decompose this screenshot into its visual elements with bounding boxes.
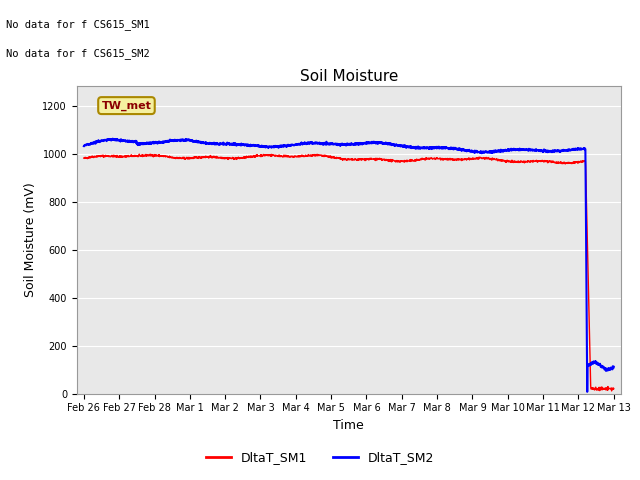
Legend: DltaT_SM1, DltaT_SM2: DltaT_SM1, DltaT_SM2: [201, 446, 439, 469]
Text: No data for f CS615_SM1: No data for f CS615_SM1: [6, 19, 150, 30]
Line: DltaT_SM1: DltaT_SM1: [84, 154, 614, 391]
DltaT_SM1: [595, 385, 602, 391]
DltaT_SM2: [338, 141, 346, 146]
DltaT_SM1: [608, 388, 616, 394]
DltaT_SM2: [584, 389, 591, 395]
DltaT_SM1: [610, 385, 618, 391]
DltaT_SM1: [136, 151, 143, 157]
Line: DltaT_SM2: DltaT_SM2: [84, 139, 614, 392]
Text: TW_met: TW_met: [102, 100, 152, 111]
DltaT_SM2: [109, 136, 116, 142]
DltaT_SM2: [595, 361, 603, 367]
DltaT_SM1: [107, 154, 115, 159]
DltaT_SM2: [595, 361, 602, 367]
DltaT_SM1: [324, 153, 332, 159]
X-axis label: Time: Time: [333, 419, 364, 432]
DltaT_SM2: [324, 141, 332, 146]
DltaT_SM2: [497, 148, 505, 154]
DltaT_SM2: [80, 143, 88, 149]
Y-axis label: Soil Moisture (mV): Soil Moisture (mV): [24, 182, 37, 298]
DltaT_SM1: [497, 157, 505, 163]
DltaT_SM2: [107, 137, 115, 143]
DltaT_SM2: [610, 364, 618, 370]
Title: Soil Moisture: Soil Moisture: [300, 69, 398, 84]
DltaT_SM1: [595, 387, 602, 393]
DltaT_SM1: [338, 156, 346, 162]
Text: No data for f CS615_SM2: No data for f CS615_SM2: [6, 48, 150, 59]
DltaT_SM1: [80, 156, 88, 161]
